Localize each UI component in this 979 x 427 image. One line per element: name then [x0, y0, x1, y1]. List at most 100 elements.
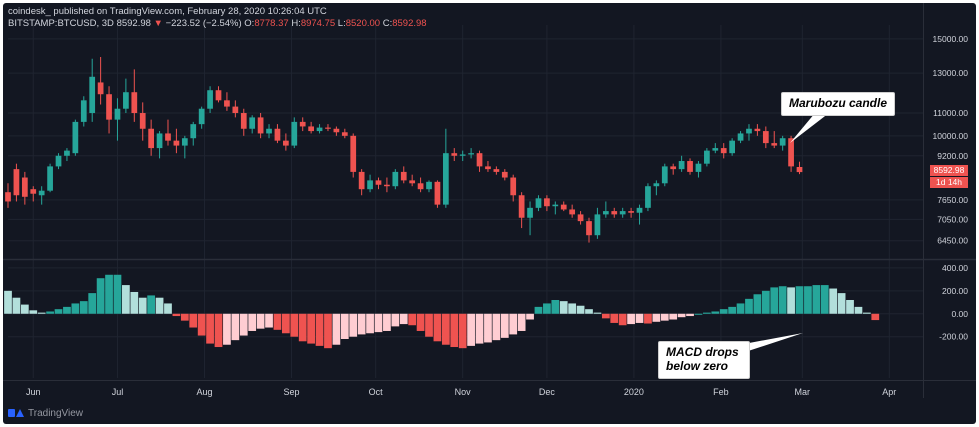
- macd-bar-positive: [96, 278, 105, 314]
- low-value: 8520.00: [345, 18, 381, 29]
- candle-up: [190, 124, 197, 139]
- candle-down: [148, 128, 155, 149]
- macd-bar-negative: [197, 313, 206, 336]
- price-tick-label: 11000.00: [933, 108, 968, 118]
- candle-down: [485, 166, 491, 170]
- candle-up: [72, 121, 79, 154]
- candle-up: [80, 100, 87, 122]
- macd-bar-negative: [180, 313, 189, 321]
- macd-bar-positive: [728, 306, 737, 314]
- last-price-tag: 8592.98: [930, 165, 968, 176]
- macd-bar-positive: [745, 298, 753, 314]
- x-tick-label: Sep: [283, 387, 299, 397]
- last-price: 8592.98: [116, 18, 151, 29]
- macd-bar-positive: [703, 312, 711, 314]
- chart-canvas[interactable]: Jun Jul Aug Sep Oct Nov Dec 2020 Feb Mar Apr 15000.…: [3, 3, 976, 424]
- macd-bar-negative: [517, 313, 526, 331]
- macd-bar-negative: [399, 313, 408, 325]
- candle-up: [38, 190, 45, 196]
- candle-down: [510, 177, 517, 196]
- macd-bar-positive: [54, 309, 63, 314]
- candle-down: [139, 113, 146, 129]
- tradingview-logo-icon: [8, 407, 24, 419]
- macd-bar-positive: [20, 304, 29, 314]
- macd-bar-negative: [669, 313, 678, 320]
- close-label: C:: [382, 18, 393, 29]
- candle-up: [249, 117, 256, 129]
- high-label: H:: [291, 18, 301, 29]
- macd-bar-negative: [677, 313, 686, 318]
- candle-down: [333, 128, 340, 133]
- candle-down: [299, 121, 306, 127]
- candle-down: [569, 209, 576, 215]
- macd-bar-positive: [804, 286, 812, 314]
- macd-bar-positive: [846, 300, 854, 314]
- macd-bar-positive: [12, 297, 21, 314]
- candle-up: [619, 211, 626, 215]
- macd-bar-negative: [307, 313, 316, 344]
- candle-down: [762, 131, 769, 144]
- price-tick-label: 10000.00: [933, 131, 969, 141]
- x-tick-label: Feb: [713, 387, 729, 397]
- price-tick-label: 7650.00: [937, 195, 968, 205]
- macd-bar-positive: [4, 290, 12, 314]
- macd-bar-negative: [627, 313, 635, 325]
- candle-up: [695, 163, 702, 172]
- macd-bar-negative: [467, 313, 475, 346]
- change-value: −223.52 (−2.54%): [165, 18, 242, 29]
- macd-bar-negative: [290, 313, 299, 337]
- macd-bar-negative: [526, 313, 534, 320]
- macd-bar-positive: [694, 313, 703, 315]
- macd-bar-positive: [147, 295, 156, 314]
- macd-bar-positive: [736, 303, 745, 314]
- candle-down: [493, 169, 500, 172]
- candle-down: [224, 100, 230, 107]
- macd-bar-positive: [862, 312, 871, 314]
- macd-bar-positive: [770, 287, 779, 314]
- candle-down: [274, 128, 281, 141]
- macd-bar-negative: [256, 313, 265, 329]
- macd-bar-positive: [778, 286, 787, 314]
- candle-up: [594, 214, 601, 236]
- footer-brand: TradingView: [28, 407, 84, 419]
- macd-bar-positive: [105, 274, 113, 314]
- candle-up: [316, 127, 323, 132]
- marubozu-callout-pointer: [790, 113, 829, 143]
- marubozu-callout: Marubozu candle: [781, 92, 896, 116]
- macd-bar-positive: [551, 300, 560, 314]
- macd-bar-positive: [37, 312, 46, 314]
- candle-down: [358, 171, 365, 190]
- macd-tick-label: -200.00: [939, 332, 968, 342]
- candle-up: [468, 153, 474, 155]
- candle-down: [215, 90, 222, 101]
- macd-bar-negative: [686, 313, 694, 317]
- high-value: 8974.75: [300, 18, 336, 29]
- candle-down: [375, 180, 382, 185]
- candle-down: [240, 113, 247, 129]
- symbol-label: BITSTAMP:BTCUSD, 3D: [8, 18, 114, 29]
- macd-bar-positive: [576, 305, 585, 314]
- candle-down: [350, 135, 357, 172]
- candle-up: [645, 186, 651, 208]
- candle-up: [392, 171, 399, 187]
- macd-bar-positive: [113, 274, 122, 314]
- price-tick-label: 15000.00: [933, 34, 969, 44]
- candle-down: [577, 214, 584, 222]
- open-label: O:: [244, 18, 255, 29]
- candle-down: [325, 127, 331, 129]
- macd-bar-positive: [46, 311, 54, 314]
- macd-bar-negative: [172, 313, 181, 317]
- price-tick-label: 6450.00: [937, 236, 968, 246]
- macd-bar-positive: [138, 297, 147, 314]
- macd-bar-negative: [652, 313, 661, 322]
- macd-bar-positive: [761, 290, 770, 314]
- candle-down: [434, 181, 441, 205]
- candle-up: [47, 166, 53, 191]
- macd-bar-negative: [644, 313, 652, 324]
- candle-up: [426, 181, 432, 190]
- candle-up: [55, 155, 62, 167]
- candle-down: [400, 171, 407, 181]
- macd-bar-positive: [593, 312, 602, 314]
- macd-tick-label: 200.00: [942, 286, 968, 296]
- candle-up: [89, 76, 96, 114]
